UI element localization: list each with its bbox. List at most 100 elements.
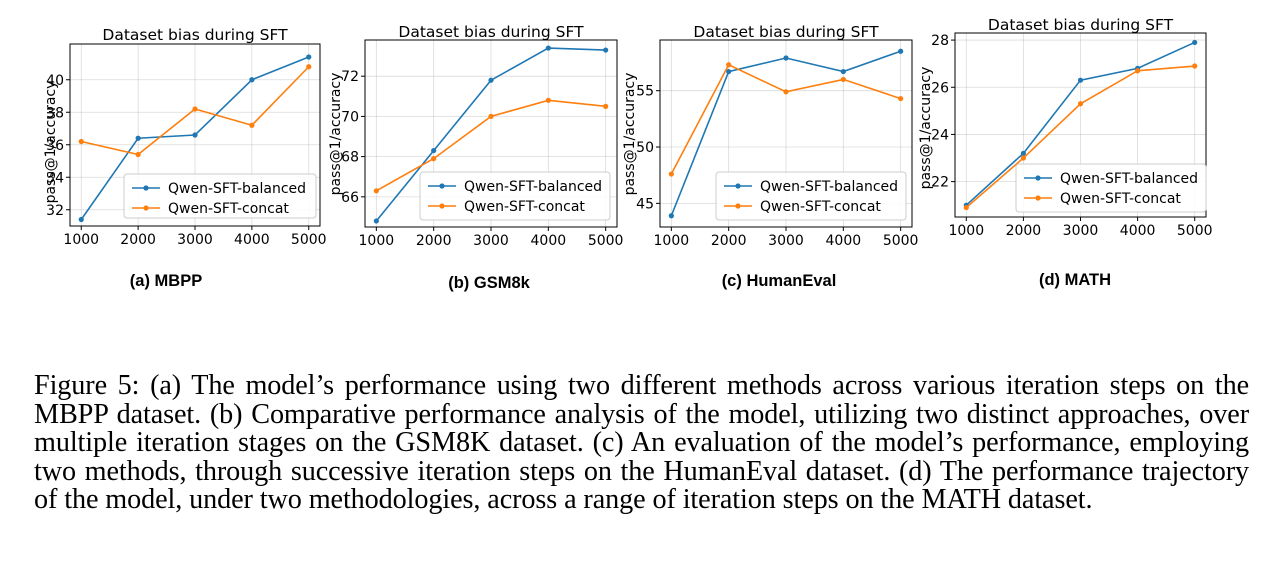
y-tick-label: 32 <box>46 203 64 219</box>
data-point <box>963 204 969 211</box>
legend-label: Qwen-SFT-concat <box>1060 191 1181 207</box>
legend-box <box>1015 163 1207 213</box>
subfigure-label: (d) MATH <box>1039 271 1111 289</box>
chart-title: Dataset bias during SFT <box>988 16 1174 34</box>
x-tick-label: 1000 <box>359 233 395 249</box>
chart-panel: 1000 2000 3000 4000 5000 66 68 70 72 Dataset bias… <box>328 23 623 292</box>
data-point <box>783 55 789 61</box>
legend-marker <box>439 203 445 209</box>
legend-label: Qwen-SFT-concat <box>168 201 289 217</box>
y-tick-label: 36 <box>46 138 64 154</box>
chart-title: Dataset bias during SFT <box>102 26 288 44</box>
data-point <box>668 171 674 177</box>
y-tick-label: 38 <box>46 105 64 121</box>
y-tick-label: 70 <box>341 109 359 125</box>
data-point <box>488 77 494 83</box>
data-point <box>898 48 904 54</box>
data-point <box>192 132 198 138</box>
x-tick-label: 2000 <box>416 233 452 249</box>
y-tick-label: 28 <box>931 33 949 49</box>
y-axis-label: pass@1/accuracy <box>622 73 638 196</box>
y-axis-label: pass@1/accuracy <box>43 81 59 204</box>
data-point <box>306 54 312 60</box>
data-point <box>1192 39 1198 46</box>
x-tick-label: 2000 <box>1006 223 1042 239</box>
legend-label: Qwen-SFT-balanced <box>1060 171 1198 187</box>
data-point <box>431 147 437 154</box>
data-point <box>840 76 846 83</box>
x-tick-label: 5000 <box>588 233 624 249</box>
y-tick-label: 34 <box>46 170 64 186</box>
legend-marker <box>735 203 741 209</box>
legend-label: Qwen-SFT-concat <box>464 199 585 215</box>
data-point <box>668 213 674 219</box>
x-tick-label: 5000 <box>1177 223 1213 239</box>
x-tick-label: 1000 <box>654 233 690 249</box>
data-point <box>306 64 312 70</box>
data-point <box>545 45 551 51</box>
y-tick-label: 68 <box>341 150 359 166</box>
x-tick-label: 1000 <box>63 232 99 248</box>
y-axis-label: pass@1/accuracy <box>918 67 934 190</box>
x-tick-label: 2000 <box>711 233 747 249</box>
x-tick-label: 3000 <box>473 233 509 249</box>
data-point <box>192 106 198 112</box>
data-point <box>1077 77 1084 83</box>
data-point <box>603 47 609 53</box>
data-point <box>898 95 904 102</box>
x-tick-label: 3000 <box>177 232 213 248</box>
subfigure-label: (a) MBPP <box>130 272 202 290</box>
figure-caption: Figure 5: (a) The model’s performance us… <box>34 370 1249 516</box>
legend-label: Qwen-SFT-balanced <box>760 179 898 195</box>
data-point <box>135 135 141 141</box>
data-point <box>249 77 255 83</box>
y-tick-label: 72 <box>341 69 359 85</box>
x-tick-label: 4000 <box>1120 223 1156 239</box>
x-tick-label: 1000 <box>948 223 984 239</box>
data-point <box>603 103 609 109</box>
data-point <box>373 188 379 194</box>
legend-box <box>123 173 317 219</box>
legend-box <box>715 171 907 221</box>
y-tick-label: 66 <box>341 190 359 206</box>
data-point <box>488 113 494 120</box>
chart-title: Dataset bias during SFT <box>398 23 584 41</box>
data-point <box>726 62 732 68</box>
legend-label: Qwen-SFT-concat <box>760 199 881 215</box>
x-tick-label: 5000 <box>291 232 327 248</box>
legend-label: Qwen-SFT-balanced <box>168 181 306 197</box>
y-axis-label: pass@1/accuracy <box>328 73 344 196</box>
data-point <box>135 151 141 158</box>
subfigure-label: (c) HumanEval <box>722 272 837 290</box>
x-tick-label: 3000 <box>1063 223 1099 239</box>
y-tick-label: 24 <box>931 127 949 143</box>
y-tick-label: 26 <box>931 80 949 96</box>
subfigure-label: (b) GSM8k <box>448 274 530 292</box>
legend-box <box>419 171 611 221</box>
legend-label: Qwen-SFT-balanced <box>464 179 602 195</box>
data-point <box>783 89 789 95</box>
y-tick-label: 22 <box>931 175 949 191</box>
legend-marker <box>735 183 741 189</box>
data-point <box>1020 155 1026 161</box>
chart-panel: 1000 2000 3000 4000 5000 45 50 55 Dataset bias d… <box>622 23 918 290</box>
data-point <box>78 216 84 223</box>
data-point <box>1135 68 1141 74</box>
data-point <box>373 218 379 224</box>
legend-marker <box>1035 175 1041 181</box>
data-point <box>545 97 551 103</box>
y-tick-label: 40 <box>46 73 64 89</box>
x-tick-label: 5000 <box>883 233 919 249</box>
legend-marker <box>143 205 149 211</box>
data-point <box>78 138 84 145</box>
figure-charts: 1000 2000 3000 4000 5000 32 34 36 38 40 Dataset bi… <box>43 16 1213 292</box>
y-tick-label: 55 <box>636 84 654 100</box>
legend-marker <box>143 185 149 191</box>
y-tick-label: 50 <box>636 140 654 156</box>
data-point <box>840 68 846 75</box>
data-point <box>726 68 732 75</box>
chart-panel: 1000 2000 3000 4000 5000 32 34 36 38 40 Dataset bi… <box>43 26 327 290</box>
legend-marker <box>1035 195 1041 201</box>
x-tick-label: 4000 <box>531 233 567 249</box>
data-point <box>249 122 255 128</box>
